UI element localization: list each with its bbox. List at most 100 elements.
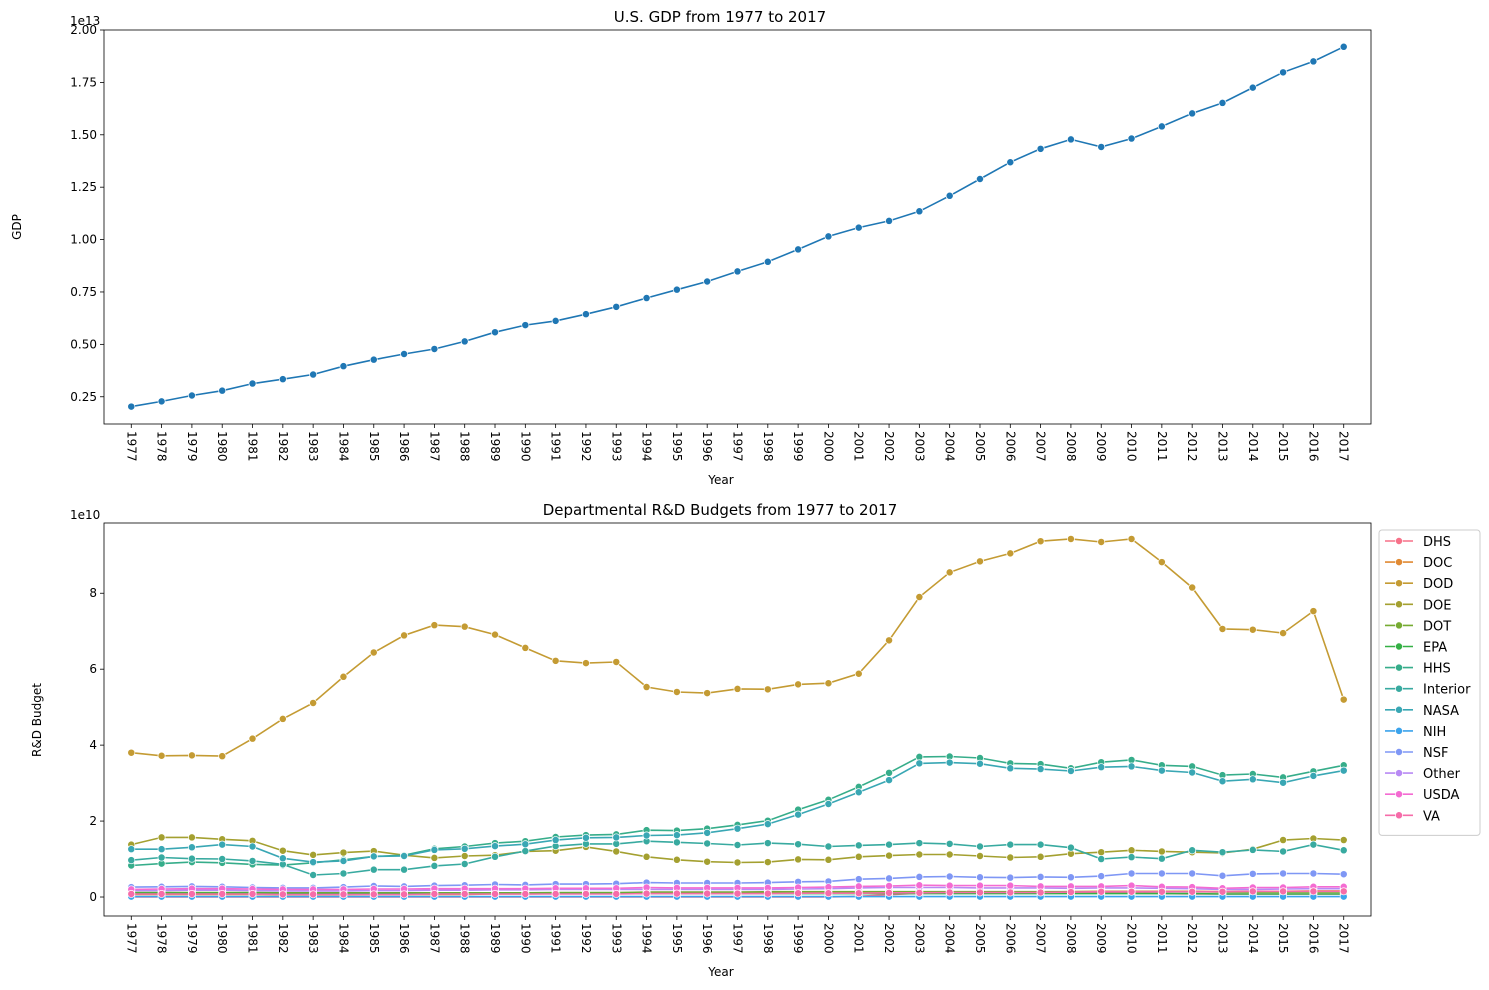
chart2-point-nsf [1127, 869, 1136, 878]
chart1-point-series [1066, 135, 1075, 144]
chart2-point-interior [460, 860, 469, 868]
chart1-xtick-label: 1979 [185, 431, 199, 462]
chart2-point-nasa [672, 831, 681, 840]
legend-marker-doe [1395, 600, 1403, 609]
chart1-xtick-label: 2009 [1094, 431, 1108, 462]
chart2-point-va [915, 888, 924, 897]
chart1-xtick-label: 2005 [973, 431, 987, 462]
chart2-point-nasa [1248, 775, 1257, 784]
chart2-point-interior [1157, 854, 1166, 863]
chart2-xtick-label: 2007 [1034, 923, 1048, 954]
chart2-point-interior [1279, 847, 1288, 856]
chart1-line-series [131, 46, 1345, 408]
legend-marker-doc [1395, 558, 1403, 567]
chart2-point-nsf [976, 873, 984, 882]
legend-label-nasa: NASA [1423, 704, 1459, 719]
chart2-point-nasa [521, 840, 530, 849]
chart2-point-usda [945, 881, 954, 890]
chart1-point-series [885, 216, 894, 225]
legend-marker-va [1395, 811, 1403, 820]
chart1-point-series [1006, 158, 1015, 167]
chart2-point-nsf [1339, 870, 1348, 879]
chart2-point-nasa [1036, 765, 1045, 774]
chart2-point-va [854, 889, 863, 898]
chart2-point-dod [1157, 558, 1166, 567]
chart2-point-dod [1036, 537, 1045, 546]
chart1-xtick-label: 2012 [1185, 431, 1199, 462]
chart2-point-va [1188, 887, 1197, 896]
chart2-point-interior [824, 842, 833, 851]
chart2-point-doe [309, 850, 318, 859]
chart1-xtick-label: 1999 [791, 431, 805, 462]
chart2-line-dod [131, 538, 1345, 757]
chart2-point-nasa [248, 842, 257, 851]
chart2-point-interior [1066, 843, 1075, 852]
chart2-point-interior [1036, 840, 1045, 849]
chart2-point-nasa [824, 800, 833, 808]
chart1-point-series [763, 257, 772, 266]
chart2-point-dod [369, 648, 378, 657]
chart2-point-doe [1006, 853, 1015, 862]
chart2-xtick-label: 2001 [852, 923, 866, 954]
chart1-xtick-label: 2008 [1064, 431, 1078, 462]
chart2-point-nasa [794, 810, 803, 819]
chart2-point-va [763, 889, 772, 898]
chart1-xtick-label: 1990 [518, 431, 532, 462]
chart2-point-usda [976, 881, 984, 890]
chart1-xtick-label: 2003 [912, 431, 926, 462]
chart2-point-dod [1097, 538, 1106, 546]
chart2-point-nasa [581, 833, 590, 842]
chart2-point-dod [1248, 625, 1257, 634]
chart2-point-nasa [612, 833, 621, 842]
chart2-xtick-label: 1985 [367, 923, 381, 954]
chart1-xtick-label: 1984 [336, 431, 350, 462]
chart1-point-series [127, 402, 136, 411]
chart1-title: U.S. GDP from 1977 to 2017 [614, 8, 826, 26]
chart2-point-interior [1006, 840, 1015, 849]
chart1-xtick-label: 1993 [609, 431, 623, 462]
chart2-point-nsf [1188, 869, 1197, 878]
chart2-xtick-label: 2004 [943, 923, 957, 954]
legend-marker-dot [1395, 621, 1403, 630]
legend-marker-nih [1395, 726, 1403, 735]
chart2-frame [103, 522, 1372, 917]
chart1-point-series [157, 397, 166, 406]
chart2-point-nasa [491, 842, 499, 851]
chart2-point-interior [763, 839, 772, 848]
chart2-point-nasa [642, 831, 651, 840]
chart1-point-series [1097, 142, 1106, 151]
chart2-xtick-label: 2006 [1003, 923, 1017, 954]
chart2-point-va [1157, 887, 1166, 896]
chart2-point-dod [157, 751, 166, 760]
chart2-xtick-label: 1989 [488, 923, 502, 954]
chart2-xtick-label: 1995 [670, 923, 684, 954]
chart2-point-nsf [1097, 872, 1106, 881]
chart2-point-va [976, 888, 984, 897]
chart2-point-nasa [763, 820, 772, 829]
chart1-ytick-label: 1.75 [70, 75, 97, 89]
chart2-point-interior [703, 839, 712, 848]
chart2-point-doe [703, 857, 712, 866]
chart2-xtick-label: 1996 [700, 923, 714, 954]
legend-label-doe: DOE [1423, 598, 1451, 613]
chart2-point-va [187, 890, 196, 898]
chart2-point-nsf [945, 872, 954, 881]
legend-marker-nsf [1395, 748, 1403, 756]
chart1-point-series [309, 370, 318, 379]
chart1-xtick-label: 2004 [943, 431, 957, 462]
chart1-point-series [1309, 57, 1318, 66]
chart2-point-doe [1097, 848, 1106, 857]
chart2-point-dod [915, 593, 924, 601]
chart2-point-nasa [339, 856, 348, 865]
chart2-point-dod [248, 734, 257, 743]
chart2-point-interior [915, 839, 924, 848]
chart2-point-nasa [127, 845, 136, 854]
chart2-point-usda [854, 882, 863, 891]
chart2-xtick-label: 1981 [246, 923, 260, 954]
chart2-point-doe [1279, 836, 1288, 845]
chart1-xtick-label: 2015 [1276, 431, 1290, 462]
chart2-point-va [400, 890, 409, 899]
chart2-point-va [248, 890, 257, 898]
legend-marker-hhs [1395, 663, 1403, 672]
chart2-point-va [945, 888, 954, 897]
